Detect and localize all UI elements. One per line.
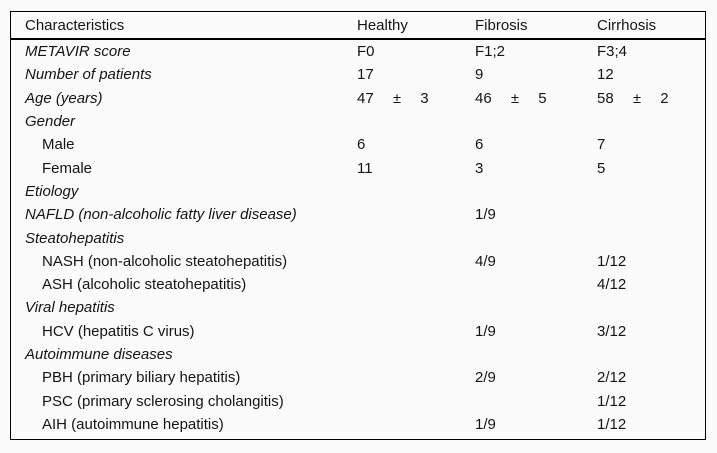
- cell-value: 1/9: [475, 415, 496, 433]
- row-label: PSC (primary sclerosing cholangitis): [42, 392, 284, 410]
- cell-value: [597, 203, 705, 226]
- row-label: ASH (alcoholic steatohepatitis): [42, 276, 247, 294]
- table-row: PBH (primary biliary hepatitis) 2/9 2/12: [11, 366, 705, 389]
- cell-value: 58 ± 2: [597, 89, 669, 107]
- cell-value: [597, 296, 705, 319]
- table-row: NASH (non-alcoholic steatohepatitis) 4/9 1…: [11, 250, 705, 273]
- cell-value: 1/12: [597, 392, 627, 410]
- column-header-healthy: Healthy: [357, 16, 408, 34]
- cell-value: 1/9: [475, 322, 496, 340]
- cell-value: [357, 413, 475, 436]
- cell-value: [475, 110, 597, 133]
- cell-value: 17: [357, 66, 374, 84]
- table-row: AIH (autoimmune hepatitis) 1/9 1/12: [11, 413, 705, 436]
- cell-value: [597, 343, 705, 366]
- cell-value: 3: [475, 159, 484, 177]
- table-row: HCV (hepatitis C virus) 1/9 3/12: [11, 320, 705, 343]
- row-label: Age (years): [25, 89, 103, 107]
- table-row: Gender: [11, 110, 705, 133]
- cell-value: [357, 320, 475, 343]
- row-label: HCV (hepatitis C virus): [42, 322, 195, 340]
- patient-characteristics-table: Characteristics Healthy Fibrosis Cirrhos…: [11, 12, 705, 436]
- cell-value: [475, 273, 597, 296]
- cell-value: [357, 110, 475, 133]
- cell-value: [357, 203, 475, 226]
- row-label: Viral hepatitis: [25, 299, 115, 317]
- table-row: NAFLD (non-alcoholic fatty liver disease…: [11, 203, 705, 226]
- table-row: Age (years) 47 ± 3 46 ± 5 58 ± 2: [11, 87, 705, 110]
- cell-value: 3/12: [597, 322, 627, 340]
- cell-value: [475, 389, 597, 412]
- cell-value: 7: [597, 136, 606, 154]
- row-label: Female: [42, 159, 93, 177]
- cell-value: [475, 343, 597, 366]
- cell-value: [357, 273, 475, 296]
- cell-value: F0: [357, 43, 375, 61]
- cell-value: 2/9: [475, 369, 496, 387]
- cell-value: 4/12: [597, 276, 627, 294]
- row-label: Male: [42, 136, 75, 154]
- cell-value: [357, 180, 475, 203]
- table-row: Viral hepatitis: [11, 296, 705, 319]
- table-row: Steatohepatitis: [11, 226, 705, 249]
- cell-value: [475, 180, 597, 203]
- cell-value: [597, 180, 705, 203]
- cell-value: [357, 343, 475, 366]
- table-row: Female 11 3 5: [11, 156, 705, 179]
- cell-value: [357, 226, 475, 249]
- cell-value: 47 ± 3: [357, 89, 429, 107]
- row-label: Etiology: [25, 182, 79, 200]
- table-body: METAVIR score F0 F1;2 F3;4 Number of patient…: [11, 39, 705, 436]
- cell-value: 1/12: [597, 415, 627, 433]
- column-header-cirrhosis: Cirrhosis: [597, 16, 657, 34]
- cell-value: [357, 366, 475, 389]
- row-label: Autoimmune diseases: [25, 346, 173, 363]
- cell-value: [597, 226, 705, 249]
- cell-value: 2/12: [597, 369, 627, 387]
- cell-value: [357, 250, 475, 273]
- table-row: Number of patients 17 9 12: [11, 63, 705, 86]
- row-label: NASH (non-alcoholic steatohepatitis): [42, 252, 288, 270]
- table-header: Characteristics Healthy Fibrosis Cirrhos…: [11, 12, 705, 39]
- cell-value: 1/9: [475, 206, 496, 224]
- table-row: ASH (alcoholic steatohepatitis) 4/12: [11, 273, 705, 296]
- table-row: Autoimmune diseases: [11, 343, 705, 366]
- cell-value: [475, 296, 597, 319]
- cell-value: 4/9: [475, 252, 496, 270]
- header-row: Characteristics Healthy Fibrosis Cirrhos…: [11, 12, 705, 39]
- cell-value: 6: [475, 136, 484, 154]
- cell-value: 5: [597, 159, 606, 177]
- row-label: Gender: [25, 113, 76, 131]
- cell-value: 6: [357, 136, 366, 154]
- row-label: AIH (autoimmune hepatitis): [42, 415, 224, 433]
- cell-value: 12: [597, 66, 614, 84]
- row-label: METAVIR score: [25, 43, 131, 61]
- patient-characteristics-table-frame: Characteristics Healthy Fibrosis Cirrhos…: [10, 11, 706, 440]
- column-header-characteristics: Characteristics: [25, 16, 125, 34]
- cell-value: F3;4: [597, 43, 628, 61]
- row-label: Steatohepatitis: [25, 229, 125, 247]
- table-row: PSC (primary sclerosing cholangitis) 1/12: [11, 389, 705, 412]
- cell-value: 1/12: [597, 252, 627, 270]
- cell-value: 9: [475, 66, 484, 84]
- table-row: Etiology: [11, 180, 705, 203]
- cell-value: [597, 110, 705, 133]
- table-row: METAVIR score F0 F1;2 F3;4: [11, 39, 705, 63]
- column-header-fibrosis: Fibrosis: [475, 16, 528, 34]
- row-label: PBH (primary biliary hepatitis): [42, 369, 241, 387]
- cell-value: [475, 226, 597, 249]
- table-row: Male 6 6 7: [11, 133, 705, 156]
- cell-value: 46 ± 5: [475, 89, 547, 107]
- cell-value: 11: [357, 159, 373, 177]
- cell-value: [357, 296, 475, 319]
- row-label: Number of patients: [25, 66, 152, 84]
- cell-value: F1;2: [475, 43, 506, 61]
- cell-value: [357, 389, 475, 412]
- row-label: NAFLD (non-alcoholic fatty liver disease…: [25, 206, 297, 224]
